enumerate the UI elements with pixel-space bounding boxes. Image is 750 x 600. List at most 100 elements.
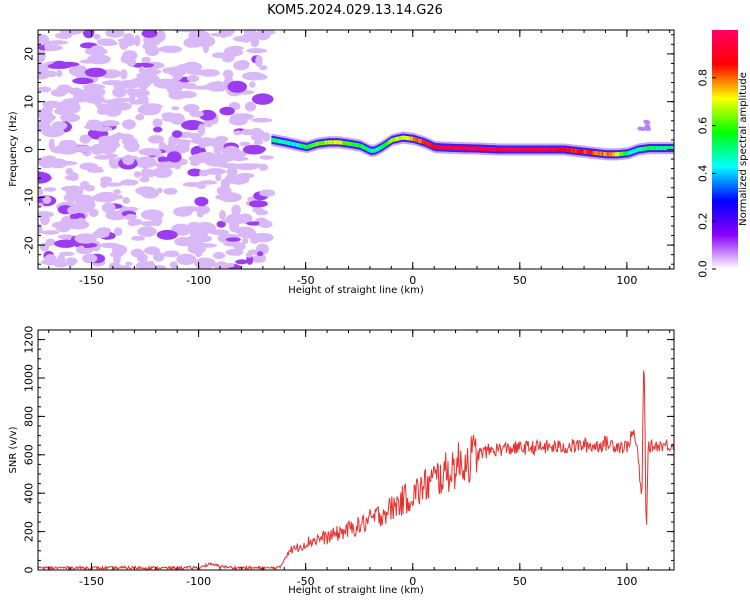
noise-blob [259, 65, 268, 71]
ridge-core [489, 147, 492, 152]
noise-blob [196, 35, 216, 48]
noise-blob [214, 261, 229, 269]
noise-blob [54, 239, 77, 248]
ridge-core [379, 145, 382, 150]
ridge-core [354, 142, 358, 147]
ridge-core [665, 146, 669, 151]
noise-blob [127, 89, 151, 98]
snr-frame [37, 329, 675, 571]
ridge-core [615, 152, 618, 157]
ridge-core [276, 138, 279, 143]
noise-blob [168, 137, 177, 147]
x-tick-label: -150 [79, 575, 104, 588]
ridge-core [339, 140, 342, 145]
noise-blob [125, 213, 137, 221]
ridge-core [325, 140, 328, 145]
colorbar-tick-label: 0.8 [697, 69, 710, 87]
ridge-core [569, 148, 572, 153]
ridge-core [411, 136, 414, 141]
noise-blob [125, 145, 139, 152]
ridge-core [277, 139, 280, 144]
noise-blob [234, 226, 255, 235]
ridge-core [428, 142, 431, 147]
noise-blob [235, 259, 248, 265]
noise-blob [122, 206, 139, 212]
ridge-core [588, 150, 591, 155]
noise-blob [187, 244, 206, 254]
noise-blob [162, 67, 176, 74]
noise-blob [226, 166, 238, 177]
noise-blob [235, 49, 244, 56]
x-tick-label: 50 [513, 274, 527, 287]
noise-blob [38, 60, 44, 66]
ridge-core [438, 145, 441, 150]
y-tick-label: 0 [23, 146, 36, 153]
ridge-core [407, 136, 410, 141]
noise-blob [259, 189, 276, 197]
y-tick-label: 1000 [23, 364, 36, 392]
ridge-core [451, 145, 454, 150]
ridge-core [609, 152, 612, 157]
x-tick-label: 0 [409, 274, 416, 287]
ridge-core [642, 146, 645, 151]
colorbar-tick-label: 0.4 [697, 165, 710, 183]
ridge-core [447, 145, 450, 150]
noise-blob [204, 168, 227, 175]
noise-blob [113, 227, 123, 236]
ridge-core [633, 148, 636, 153]
noise-blob [176, 253, 197, 265]
ridge-core [455, 146, 458, 150]
noise-blob [241, 128, 256, 136]
ridge-core [651, 146, 654, 151]
noise-blob [77, 198, 96, 211]
noise-blob [103, 182, 124, 187]
noise-blob [108, 134, 120, 145]
ridge-core [388, 139, 391, 144]
ridge-core [378, 146, 381, 151]
ridge-core [462, 146, 466, 151]
ridge-core [417, 138, 421, 143]
ridge-core [484, 146, 487, 151]
x-tick-label: 50 [513, 575, 527, 588]
y-tick-label: 600 [23, 444, 36, 465]
ridge-core [283, 140, 286, 145]
ridge-core [500, 147, 503, 152]
colorbar-ticks: 0.0 0.2 0.4 0.6 0.8 [697, 69, 716, 278]
ridge-core [502, 147, 505, 152]
ridge-core [573, 148, 576, 153]
noise-blob [244, 101, 257, 112]
noise-blob [140, 209, 164, 221]
noise-blob [55, 61, 80, 67]
ridge-core [638, 147, 642, 152]
noise-blob [95, 166, 103, 171]
ridge-core [367, 147, 370, 152]
noise-blob [86, 119, 97, 131]
x-tick-label: -150 [79, 274, 104, 287]
ridge-core [327, 140, 331, 145]
noise-blob [236, 172, 255, 179]
ridge-core [501, 147, 504, 152]
noise-blob [189, 132, 202, 141]
ridge-core [653, 146, 656, 151]
ridge-core [620, 151, 624, 156]
ridge-core [433, 144, 436, 149]
noise-blob [231, 204, 241, 217]
noise-blob [93, 33, 101, 40]
noise-blob [54, 107, 76, 116]
ridge-core [662, 146, 665, 151]
noise-blob [171, 130, 183, 138]
ridge-core [610, 152, 613, 157]
noise-blob [38, 120, 51, 133]
ridge-core [366, 147, 369, 152]
ridge-core [340, 140, 343, 145]
ridge-core [274, 138, 277, 143]
ridge-core [568, 148, 571, 153]
noise-blob [61, 113, 81, 123]
ridge-core [370, 148, 373, 153]
noise-blob [182, 182, 202, 187]
ridge-core [572, 148, 575, 153]
y-tick-label: 20 [23, 47, 36, 61]
ridge-core [487, 147, 490, 151]
ridge-core [624, 151, 627, 156]
noise-blob [92, 230, 110, 239]
